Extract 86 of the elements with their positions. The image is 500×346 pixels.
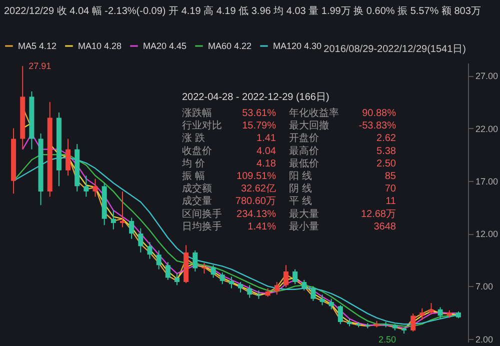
annotation: 2.62 (376, 133, 396, 144)
candlestick (110, 210, 116, 230)
annotation: 开盘价 (289, 132, 319, 144)
annotation: 成交量 (182, 195, 212, 208)
annotation: 90.88% (362, 108, 396, 119)
annotation: 收盘价 (182, 144, 212, 157)
annotation: 涨跌幅 (182, 107, 212, 119)
annotation: 最小量 (289, 220, 319, 232)
annotation: 2.50 (378, 334, 396, 345)
legend-label: MA5 4.12 (18, 41, 57, 51)
annotation: 最高价 (289, 144, 319, 157)
annotation: 成交额 (182, 182, 212, 195)
candlestick (92, 178, 98, 198)
annotation: 2.50 (376, 158, 396, 170)
candlestick (84, 175, 89, 198)
annotation: 日均换手 (182, 220, 222, 232)
candlestick (192, 250, 198, 272)
annotation: 109.51% (236, 171, 276, 182)
candlestick (338, 304, 343, 325)
y-tick-label: 17.00 (476, 176, 498, 186)
candlestick (247, 284, 252, 298)
candlestick (292, 268, 298, 285)
candlestick (238, 281, 244, 294)
candlestick (420, 308, 425, 320)
candlestick (120, 190, 125, 228)
candlestick (328, 298, 334, 310)
y-tick-label: 27.00 (476, 71, 498, 82)
annotation: 4.04 (256, 146, 276, 157)
annotation: 最大量 (289, 208, 319, 220)
annotation: 区间换手 (182, 208, 222, 220)
candlestick (410, 313, 416, 332)
legend-label: MA10 4.28 (78, 41, 122, 51)
y-tick-label: 12.00 (476, 229, 498, 240)
annotation: 阴 线 (289, 182, 312, 195)
annotation: 3648 (374, 221, 396, 232)
candlestick (320, 294, 325, 306)
candlestick (210, 264, 216, 278)
annotation: 5.38 (376, 146, 396, 157)
annotation: -53.83% (358, 120, 396, 132)
annotation: 最低价 (289, 157, 319, 170)
annotation: 行业对比 (182, 120, 222, 132)
annotation: 均 价 (181, 157, 205, 170)
annotation: 234.13% (236, 208, 276, 220)
candlestick (220, 272, 225, 285)
y-tick-label: 22.00 (476, 124, 498, 134)
annotation: 32.62亿 (240, 184, 276, 195)
annotation: 1.41% (248, 221, 276, 232)
y-tick-label: 7.00 (476, 282, 494, 292)
candlestick (283, 264, 288, 288)
candlestick (156, 250, 162, 270)
candlestick (202, 262, 207, 274)
annotation: 阳 线 (289, 170, 312, 182)
annotation: 涨 跌 (182, 132, 205, 144)
annotation: 85 (384, 171, 396, 182)
text: 2016/08/29-2022/12/29(1541日) (324, 44, 466, 55)
annotation: 12.68万 (360, 208, 396, 220)
annotation: 70 (384, 184, 396, 195)
y-tick-label: 2.00 (476, 334, 494, 344)
candlestick (129, 217, 134, 240)
candlestick (165, 261, 170, 280)
candlestick (310, 286, 316, 302)
annotation: 53.61% (242, 108, 276, 119)
annotation: 振 幅 (182, 170, 205, 182)
candlestick (302, 279, 307, 291)
legend-label: MA120 4.30 (273, 41, 322, 51)
candlestick (138, 228, 144, 254)
annotation: 27.91 (28, 61, 52, 72)
candlestick (428, 302, 434, 316)
annotation: 年化收益率 (289, 107, 339, 119)
candlestick (174, 273, 180, 286)
candlestick (147, 241, 152, 260)
candlestick (228, 276, 234, 289)
annotation: 11 (386, 196, 396, 208)
annotation: 1.41 (256, 133, 276, 144)
annotation: 最大回撤 (289, 120, 329, 132)
annotation: 780.60万 (235, 196, 276, 208)
chart-title: 2022/12/29 收 4.04 幅 -2.13%(-0.09) 开 4.19 高 4.19 低 3.96 均 4.03 量 1.99万 换 0.60% 振 5.57% 额 803万 (4, 5, 481, 17)
annotation: 平 线 (289, 195, 312, 208)
annotation: 2022-04-28 - 2022-12-29 (166日) (182, 92, 330, 103)
annotation: 15.79% (242, 120, 276, 132)
legend-label: MA60 4.22 (208, 41, 252, 51)
candlestick (274, 281, 280, 296)
candlestick (66, 138, 71, 176)
annotation: 4.18 (256, 158, 276, 170)
legend-label: MA20 4.45 (143, 41, 187, 51)
candlestick (438, 306, 443, 320)
